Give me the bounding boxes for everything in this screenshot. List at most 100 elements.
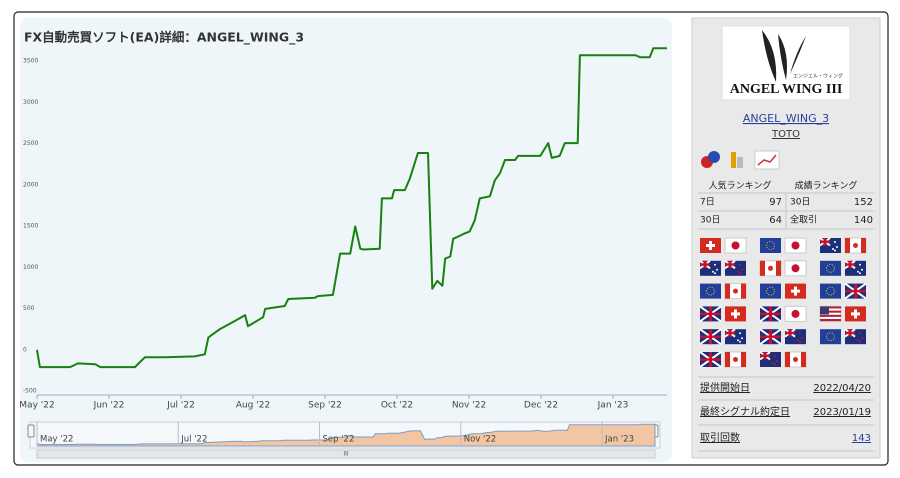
flag-part [716,268,718,271]
flag-icon [759,305,782,323]
flag-icon [699,305,722,323]
flag-part [859,263,861,266]
flag-part [731,312,740,316]
flag-part [725,283,730,299]
scrollbar[interactable] [36,449,656,459]
info-value[interactable]: 143 [852,433,871,444]
flag-icon [760,238,781,253]
ranking-title: 成績ランキング [795,180,858,192]
y-tick-label: 1500 [23,223,38,230]
flag-part [714,272,716,275]
flag-icon [784,305,807,322]
navigator-handle[interactable] [27,424,35,438]
ranking-title: 人気ランキング [709,180,772,192]
flag-icon [784,351,807,368]
x-tick-label: Nov '22 [452,401,486,411]
flag-icon [784,328,806,345]
flag-part [826,332,835,342]
x-tick-label: Dec '22 [524,401,558,411]
flag-part [774,355,776,357]
ranking-value: 64 [769,215,782,226]
flag-part [725,331,735,335]
info-value: 2023/01/19 [813,407,871,418]
flag-icon [784,237,807,254]
chart-panel [20,18,672,462]
flag-icon [819,237,841,253]
icons [701,150,780,170]
flag-part [739,340,741,343]
flag-part [739,332,741,335]
flag-part [857,339,859,342]
flag-part [861,337,863,340]
navigator-tick-label: Jul '22 [180,435,207,445]
ea-name-link[interactable]: ANGEL_WING_3 [743,112,829,125]
flag-icon [725,306,746,322]
flag-icon [724,351,747,368]
flag-part [700,312,721,316]
navigator-tick-label: Sep '22 [323,435,355,445]
flag-part [799,332,801,335]
flag-part [774,363,776,366]
flag-part [776,260,781,276]
equity-line [36,47,667,369]
flag-part [700,335,721,338]
y-tick-label: 2500 [23,140,38,147]
flag-part [760,335,781,338]
flag-part [760,312,781,316]
flag-icon [724,260,746,276]
flag-part [776,360,778,362]
flag-part [834,241,836,243]
flag-part [826,263,835,273]
flag-icon [844,237,867,254]
flag-part [760,354,770,357]
flag-part [725,352,730,367]
flag-part [834,249,836,252]
scrollbar-grip[interactable]: III [343,451,349,458]
flag-part [793,357,798,362]
flag-icon [844,260,866,276]
flag-part [791,264,800,273]
navigator-tick-label: May '22 [40,435,73,445]
flag-icon [699,328,722,346]
flag-icon [760,283,781,299]
flag-part [820,310,841,313]
logo-subtitle: エンジェル・ウィング [793,73,843,80]
flag-part [820,306,829,315]
flag-part [768,265,773,271]
flag-part [845,331,855,335]
flag-part [832,248,834,250]
info-label: 提供開始日 [700,381,750,394]
y-tick-label: 2000 [23,181,38,188]
flag-part [725,263,735,266]
navigator-tick-label: Nov '22 [464,435,496,445]
flag-part [820,240,830,243]
ranking-label: 全取引 [790,214,817,226]
flag-icon [699,351,722,368]
flag-icon [820,260,841,276]
y-tick-label: 0 [23,346,27,353]
flag-part [760,283,781,299]
flag-part [845,289,866,293]
flag-part [760,238,781,253]
info-label: 最終シグナル約定日 [700,405,790,418]
flag-part [700,358,721,361]
flag-part [737,270,739,273]
flag-part [826,286,835,296]
flag-part [861,268,863,271]
flag-icon [784,260,807,277]
x-tick-label: Jul '22 [166,401,195,411]
y-tick-label: 3000 [23,99,38,106]
flag-icon [844,282,867,300]
flag-part [836,246,838,248]
flag-part [741,352,746,367]
flag-part [737,339,739,342]
author-link[interactable]: TOTO [771,129,800,140]
y-tick-label: 3500 [23,58,38,65]
flag-part [766,241,775,250]
flag-part [739,263,741,266]
flag-part [801,337,803,340]
ranking-label: 30日 [790,197,810,208]
flag-icon [845,306,866,322]
flag-icon [785,283,806,299]
flag-part [791,289,800,293]
